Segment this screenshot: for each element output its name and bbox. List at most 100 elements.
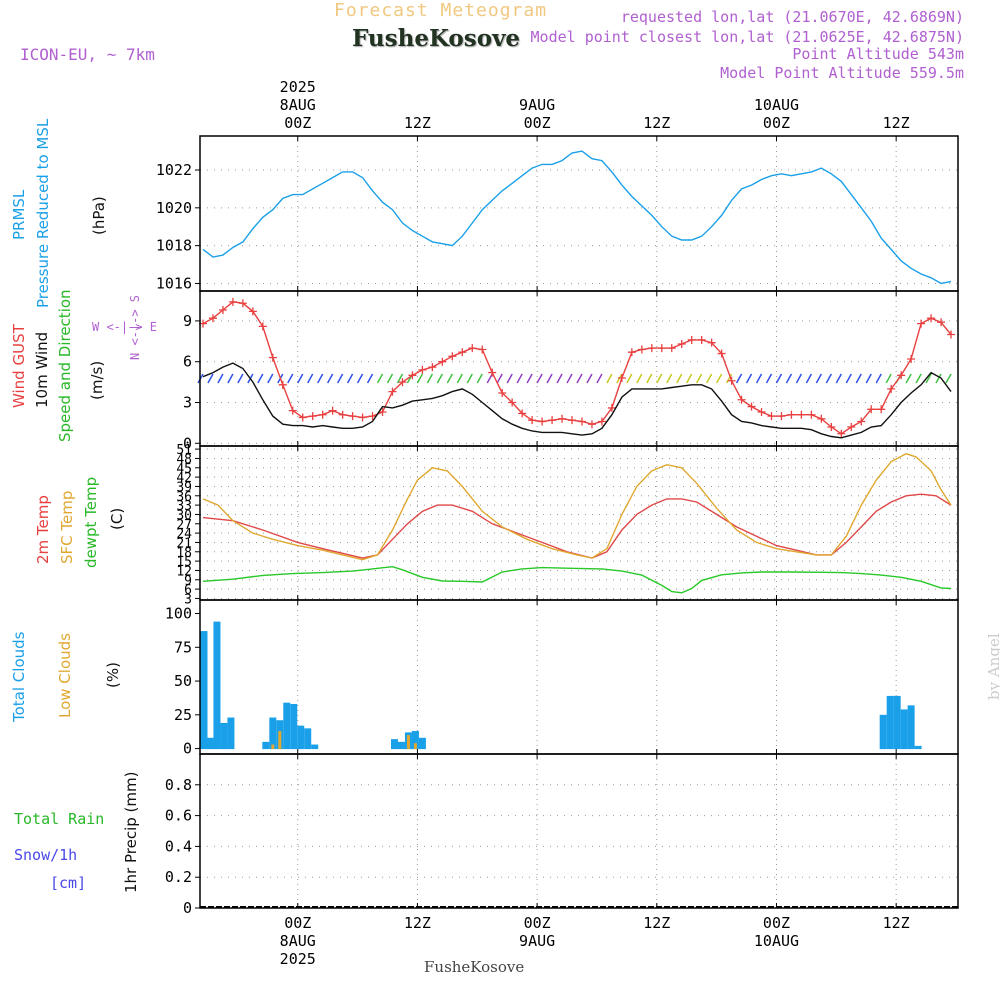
gust-point: [288, 406, 297, 415]
gust-point: [508, 398, 517, 407]
wind-direction-arrow: [755, 373, 763, 384]
wind-direction-arrow: [815, 373, 823, 384]
total-clouds-bar: [879, 714, 887, 750]
total-clouds-bar: [290, 704, 298, 750]
bottom-time-label: 9AUG: [519, 932, 555, 950]
gust-point: [687, 335, 696, 344]
wind-direction-arrow: [376, 373, 384, 384]
gust-point: [717, 349, 726, 358]
gust-point: [707, 338, 716, 347]
wind-direction-arrow: [785, 373, 793, 384]
wind-direction-arrow: [356, 373, 364, 384]
gust-point: [587, 420, 596, 429]
wind-direction-arrow: [516, 373, 523, 384]
gust-point: [797, 410, 806, 419]
wind-direction-arrow: [805, 373, 813, 384]
footer-location: FusheKosove: [424, 958, 525, 976]
total-clouds-bar: [227, 717, 235, 750]
total-clouds-bar: [914, 745, 922, 750]
gust-point: [208, 314, 217, 323]
wind-direction-arrow: [905, 373, 912, 384]
wind-direction-arrow: [656, 373, 663, 384]
temp-ytick-label: 51: [176, 443, 192, 458]
wind-direction-arrow: [526, 373, 533, 384]
snow-label: Snow/1h: [14, 846, 78, 864]
total-clouds-bar: [269, 717, 277, 750]
compass-we: W <-|-> E: [92, 320, 158, 334]
gust-point: [458, 348, 467, 357]
precip-frame: [199, 753, 959, 909]
gust-point: [767, 412, 776, 421]
precip-ytick-label: 0.4: [165, 837, 192, 855]
wind-direction-arrow: [496, 373, 503, 384]
point-altitude: Point Altitude 543m: [792, 45, 964, 63]
gust-point: [438, 357, 447, 366]
gust-point: [368, 412, 377, 421]
gust-point: [617, 374, 626, 383]
precip-ytick-label: 0.8: [165, 776, 192, 794]
top-time-label: 00Z: [284, 114, 311, 132]
total-clouds-bar: [311, 744, 319, 750]
total-clouds-bar: [900, 709, 908, 750]
wind-frame: [199, 290, 959, 447]
wind-direction-arrow: [326, 373, 334, 384]
gust-point: [548, 416, 557, 425]
gust-point: [348, 412, 357, 421]
pressure-ytick-label: 1022: [156, 161, 192, 179]
total-clouds-bar: [907, 705, 915, 750]
gust-point: [737, 395, 746, 404]
bottom-time-label: 00Z: [763, 914, 790, 932]
wind-direction-arrow: [945, 373, 952, 384]
gust-point: [627, 348, 636, 357]
gust-point: [468, 344, 477, 353]
wind-direction-arrow: [476, 373, 483, 384]
total-clouds-bar: [304, 728, 312, 750]
wind-direction-arrow: [456, 373, 463, 384]
requested-coords: requested lon,lat (21.0670E, 42.6869N): [620, 8, 964, 26]
gust-point: [927, 314, 936, 323]
gust-point: [568, 416, 577, 425]
gust-point: [867, 405, 876, 414]
clouds-panel: 0 25 50 75 100: [165, 599, 959, 758]
gust-point: [298, 413, 307, 422]
gust-point: [897, 371, 906, 380]
bottom-time-label: 12Z: [404, 914, 431, 932]
clouds-frame: [199, 599, 959, 755]
model-altitude: Model Point Altitude 559.5m: [720, 64, 964, 82]
gust-point: [607, 403, 616, 412]
wind-direction-arrow: [646, 373, 653, 384]
gust-point: [558, 414, 567, 423]
top-time-label: 8AUG: [280, 96, 316, 114]
gust-point: [318, 410, 327, 419]
total-clouds-bar: [206, 737, 214, 750]
gust-point: [278, 380, 287, 389]
low-clouds-bar: [271, 744, 275, 750]
wind-direction-arrow: [596, 373, 603, 384]
wind-direction-arrow: [486, 373, 493, 384]
temp-ytick-label: 33: [176, 499, 192, 514]
wind-direction-arrow: [297, 373, 304, 384]
gust-point: [937, 318, 946, 327]
gust-point: [657, 344, 666, 353]
gust-point: [577, 417, 586, 426]
wind-direction-arrow: [546, 373, 553, 384]
wind-ytick-label: 6: [183, 353, 192, 371]
wind-direction-arrow: [317, 373, 324, 384]
total-clouds-bar: [220, 722, 228, 750]
wind-direction-arrow: [586, 373, 593, 384]
gust-point: [747, 402, 756, 411]
wind-direction-arrow: [576, 373, 583, 384]
wind-direction-arrow: [765, 373, 773, 384]
total-clouds-bar: [297, 725, 305, 750]
temp-ytick-label: 36: [176, 490, 192, 505]
gust-point: [378, 408, 387, 417]
wind-direction-arrow: [676, 373, 683, 384]
temp-ytick-label: 27: [176, 518, 192, 533]
wind-ytick-label: 9: [183, 312, 192, 330]
wind-direction-arrow: [237, 373, 244, 384]
wind-direction-arrow: [366, 373, 374, 384]
sfc-temp-line: [202, 453, 952, 561]
wind-direction-arrow: [696, 373, 703, 384]
